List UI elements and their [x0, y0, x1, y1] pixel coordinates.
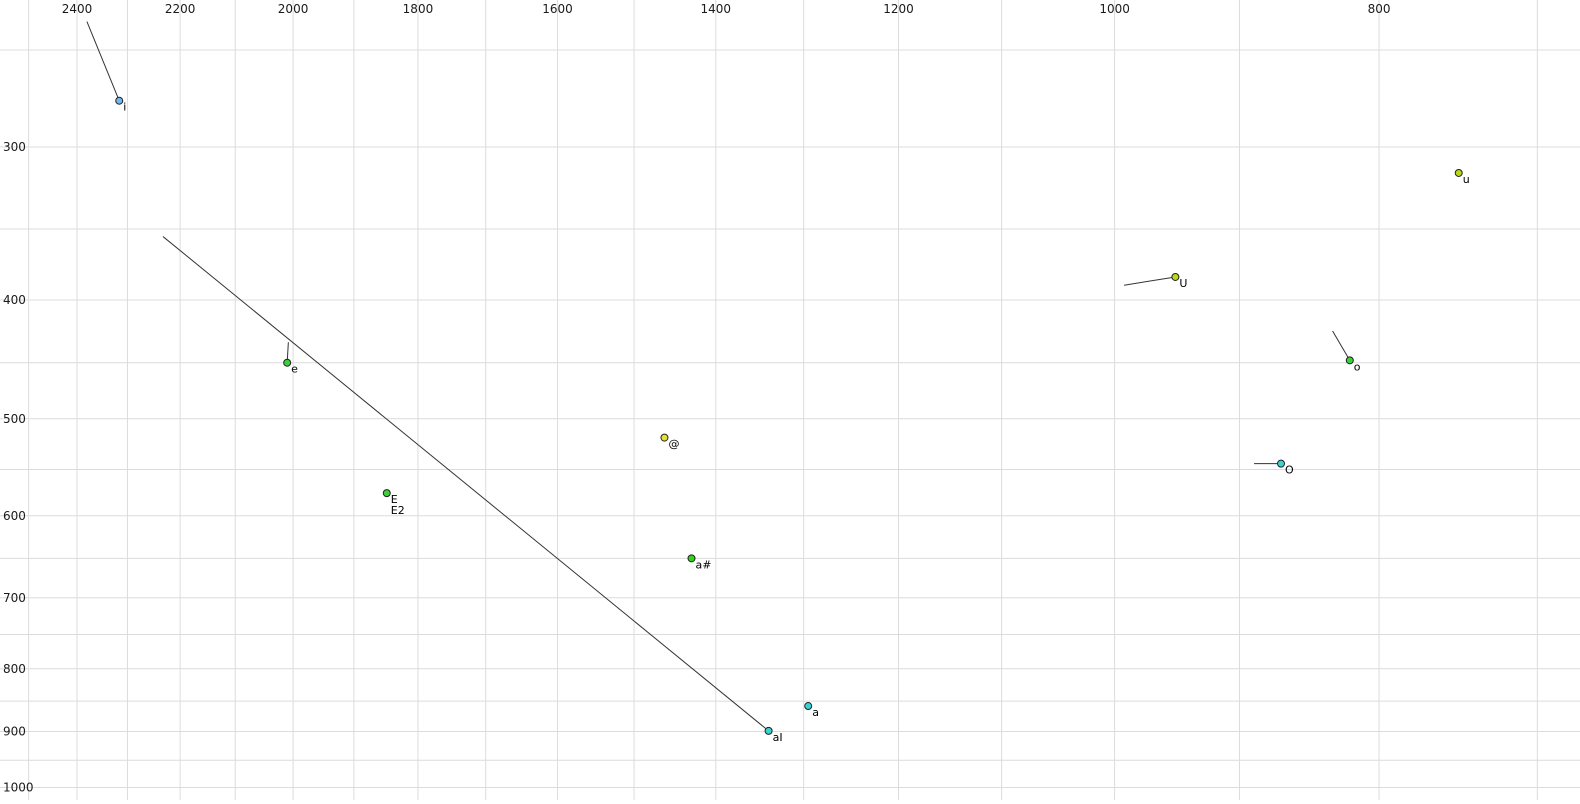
data-point [1345, 356, 1354, 365]
data-point [382, 489, 391, 498]
data-point [764, 726, 773, 735]
x-tick-label: 2400 [62, 2, 93, 16]
y-tick-label: 400 [3, 293, 26, 307]
data-point [283, 358, 292, 367]
point-label: U [1179, 277, 1187, 290]
trajectory-line [1332, 330, 1351, 361]
x-tick-label: 2200 [165, 2, 196, 16]
trajectory-line [162, 236, 769, 732]
point-label: O [1285, 464, 1294, 477]
data-point [115, 96, 124, 105]
data-point [804, 702, 813, 711]
x-tick-label: 2000 [278, 2, 309, 16]
point-label: e [291, 363, 298, 376]
y-tick-label: 700 [3, 591, 26, 605]
x-tick-label: 1800 [403, 2, 434, 16]
point-label: a# [696, 558, 712, 571]
y-tick-label: 600 [3, 509, 26, 523]
x-tick-label: 1600 [542, 2, 573, 16]
data-point [687, 554, 696, 563]
data-point [1277, 459, 1286, 468]
x-tick-label: 1400 [701, 2, 732, 16]
point-label: u [1463, 173, 1470, 186]
point-label: o [1354, 360, 1361, 373]
x-tick-label: 1200 [883, 2, 914, 16]
y-tick-label: 900 [3, 724, 26, 738]
y-tick-label: 300 [3, 140, 26, 154]
point-label: a [812, 706, 819, 719]
point-label: aI [773, 731, 783, 744]
x-tick-label: 800 [1368, 2, 1391, 16]
data-point [660, 433, 669, 442]
y-tick-label: 500 [3, 412, 26, 426]
point-label-secondary: E2 [391, 504, 405, 517]
trajectory-line [1124, 276, 1176, 286]
data-point [1171, 272, 1180, 281]
point-label: E [391, 493, 398, 506]
y-tick-label: 1000 [3, 781, 34, 795]
point-label: @ [668, 438, 679, 451]
y-tick-label: 800 [3, 662, 26, 676]
x-tick-label: 1000 [1099, 2, 1130, 16]
data-point [1454, 168, 1463, 177]
point-label: i [123, 101, 126, 114]
trajectory-line [86, 21, 120, 101]
